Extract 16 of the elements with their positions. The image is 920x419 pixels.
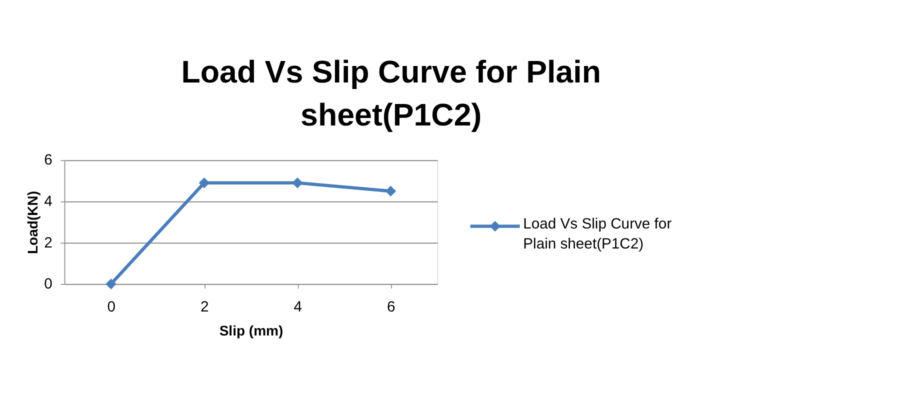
y-tick-label: 0 <box>44 276 52 293</box>
point <box>385 186 396 197</box>
chart-title: Load Vs Slip Curve for Plain sheet(P1C2) <box>181 54 601 133</box>
point <box>106 278 116 290</box>
y-tick-label: 2 <box>44 235 52 252</box>
y-tick-label: 4 <box>44 194 52 210</box>
point <box>292 178 303 188</box>
point <box>198 178 210 188</box>
y-tick-label: 6 <box>44 152 52 169</box>
x-tick-label: 0 <box>107 300 116 316</box>
x-tick-label: 4 <box>294 300 302 316</box>
x-axis-title: Slip (mm) <box>219 322 284 339</box>
legend-label: Load Vs Slip Curve for Plain sheet(P1C2) <box>523 216 672 252</box>
x-tick-label: 6 <box>386 300 396 316</box>
x-tick-label: 2 <box>200 300 209 316</box>
y-axis-title: Load(KN) <box>24 190 41 254</box>
